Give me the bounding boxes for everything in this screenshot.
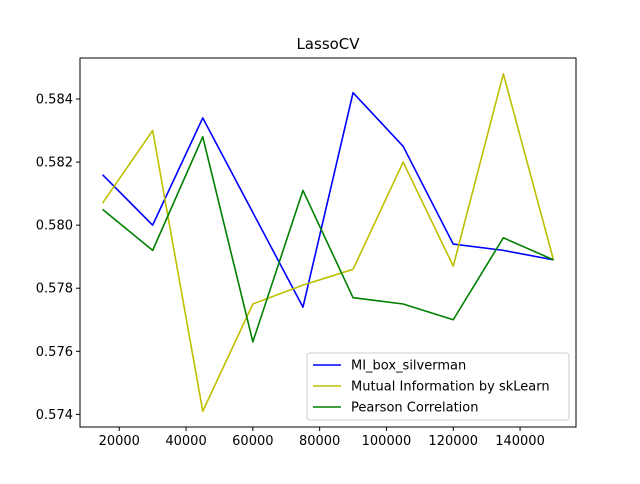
- y-tick-label: 0.584: [36, 93, 73, 108]
- legend-label-2: Mutual Information by skLearn: [351, 380, 550, 395]
- legend: MI_box_silverman Mutual Information by sk…: [306, 352, 570, 421]
- x-tick-label: 140000: [495, 434, 545, 449]
- x-tick-label: 80000: [299, 434, 340, 449]
- y-axis: 0.574 0.576 0.578 0.580 0.582 0.584: [36, 93, 80, 423]
- legend-box: [306, 352, 570, 421]
- legend-label-3: Pearson Correlation: [351, 401, 478, 416]
- series-line-3: [102, 136, 554, 343]
- axes-frame: [79, 57, 577, 428]
- x-tick-label: 100000: [362, 434, 412, 449]
- legend-label-1: MI_box_silverman: [351, 359, 466, 374]
- y-tick-label: 0.574: [36, 408, 73, 423]
- series-line-2: [101, 72, 555, 413]
- x-tick-label: 40000: [165, 434, 206, 449]
- y-tick-label: 0.576: [36, 345, 73, 360]
- x-tick-label: 20000: [99, 434, 140, 449]
- y-tick-label: 0.582: [36, 156, 73, 171]
- x-tick-label: 120000: [428, 434, 478, 449]
- x-tick-label: 60000: [232, 434, 273, 449]
- y-tick-label: 0.578: [36, 282, 73, 297]
- x-axis: 20000 40000 60000 80000 100000 120000 140000: [99, 427, 545, 449]
- chart-title: LassoCV: [296, 35, 360, 53]
- plot-area: [101, 72, 555, 413]
- series-line-1: [101, 91, 554, 308]
- y-tick-label: 0.580: [36, 219, 73, 234]
